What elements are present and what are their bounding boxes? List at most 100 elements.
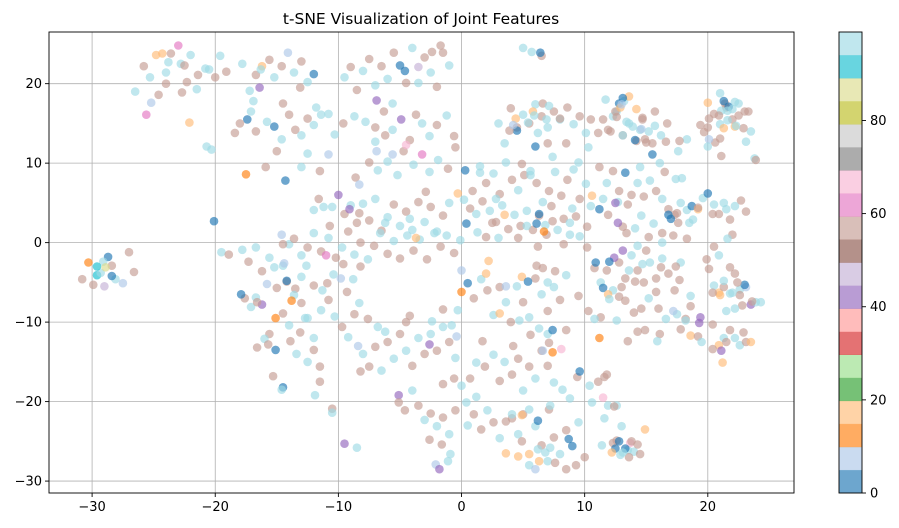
scatter-point — [675, 136, 684, 146]
scatter-point — [324, 150, 333, 159]
scatter-point — [611, 198, 620, 208]
scatter-point — [651, 287, 661, 297]
scatter-point — [609, 402, 619, 411]
scatter-point — [489, 350, 498, 360]
scatter-point — [728, 104, 737, 114]
scatter-point — [664, 210, 673, 220]
scatter-point — [747, 297, 757, 306]
scatter-point — [425, 435, 434, 445]
scatter-point — [380, 218, 390, 228]
scatter-point — [350, 112, 359, 121]
scatter-point — [257, 266, 267, 276]
scatter-point — [601, 95, 610, 104]
scatter-point — [432, 82, 442, 92]
scatter-point — [581, 179, 591, 189]
colorbar-segment — [839, 101, 862, 125]
scatter-point — [324, 233, 333, 243]
y-tick-label: −30 — [15, 475, 42, 490]
scatter-point — [531, 100, 540, 109]
colorbar-tick-label: 80 — [870, 114, 887, 129]
scatter-point — [715, 134, 725, 143]
scatter-point — [529, 111, 539, 120]
scatter-point — [209, 216, 219, 226]
scatter-point — [408, 43, 417, 53]
scatter-point — [641, 246, 651, 255]
scatter-point — [388, 99, 397, 108]
scatter-point — [644, 127, 653, 136]
scatter-point — [251, 243, 261, 252]
scatter-point — [630, 135, 640, 145]
scatter-point — [371, 137, 380, 146]
scatter-point — [595, 162, 604, 172]
colorbar-segment — [839, 216, 862, 240]
scatter-point — [522, 206, 532, 216]
colorbar-segment — [839, 331, 862, 355]
scatter-point — [342, 287, 352, 297]
scatter-point — [526, 330, 535, 340]
scatter-point — [703, 98, 713, 107]
scatter-point — [714, 111, 724, 120]
scatter-point — [550, 167, 560, 177]
scatter-point — [746, 337, 756, 347]
scatter-point — [653, 336, 662, 346]
scatter-point — [709, 242, 719, 251]
scatter-point — [703, 189, 713, 198]
scatter-point — [409, 246, 418, 255]
scatter-point — [574, 291, 583, 301]
colorbar-segment — [839, 193, 862, 217]
scatter-point — [426, 409, 436, 418]
scatter-point — [411, 110, 421, 119]
scatter-point — [650, 121, 660, 131]
colorbar-segment — [839, 446, 862, 471]
scatter-point — [500, 210, 509, 220]
scatter-point — [481, 232, 491, 242]
scatter-point — [373, 166, 383, 175]
scatter-point — [337, 243, 347, 252]
chart-title: t-SNE Visualization of Joint Features — [283, 10, 559, 28]
scatter-point — [401, 78, 411, 88]
scatter-point — [702, 254, 711, 264]
scatter-point — [417, 150, 427, 159]
scatter-point — [722, 204, 731, 214]
scatter-point — [432, 421, 442, 431]
scatter-point — [682, 234, 692, 243]
scatter-point — [617, 282, 626, 292]
scatter-point — [118, 278, 128, 288]
scatter-point — [569, 165, 578, 174]
scatter-point — [438, 48, 448, 57]
scatter-point — [182, 77, 192, 87]
scatter-point — [377, 366, 386, 375]
scatter-point — [395, 254, 405, 263]
scatter-point — [522, 221, 532, 231]
scatter-point — [356, 262, 365, 271]
scatter-point — [315, 166, 325, 176]
scatter-point — [353, 341, 363, 351]
scatter-point — [164, 57, 173, 67]
scatter-point — [316, 305, 326, 315]
scatter-point — [426, 202, 436, 212]
scatter-point — [444, 337, 454, 347]
scatter-point — [515, 316, 524, 325]
scatter-point — [717, 346, 726, 356]
scatter-point — [449, 131, 459, 141]
scatter-point — [278, 309, 288, 318]
scatter-point — [513, 233, 523, 243]
scatter-point — [325, 221, 335, 231]
scatter-point — [632, 104, 641, 114]
scatter-point — [447, 321, 457, 330]
scatter-point — [372, 96, 381, 105]
scatter-point — [355, 298, 364, 308]
scatter-point — [623, 336, 633, 346]
scatter-point — [590, 314, 599, 324]
scatter-point — [297, 298, 306, 308]
scatter-point — [649, 219, 658, 228]
scatter-point — [730, 97, 740, 107]
scatter-point — [600, 414, 609, 423]
scatter-point — [545, 443, 555, 453]
scatter-point — [549, 282, 559, 292]
scatter-point — [709, 200, 719, 209]
scatter-point — [730, 304, 740, 313]
x-tick-label: 20 — [700, 500, 717, 515]
scatter-point — [622, 117, 631, 127]
